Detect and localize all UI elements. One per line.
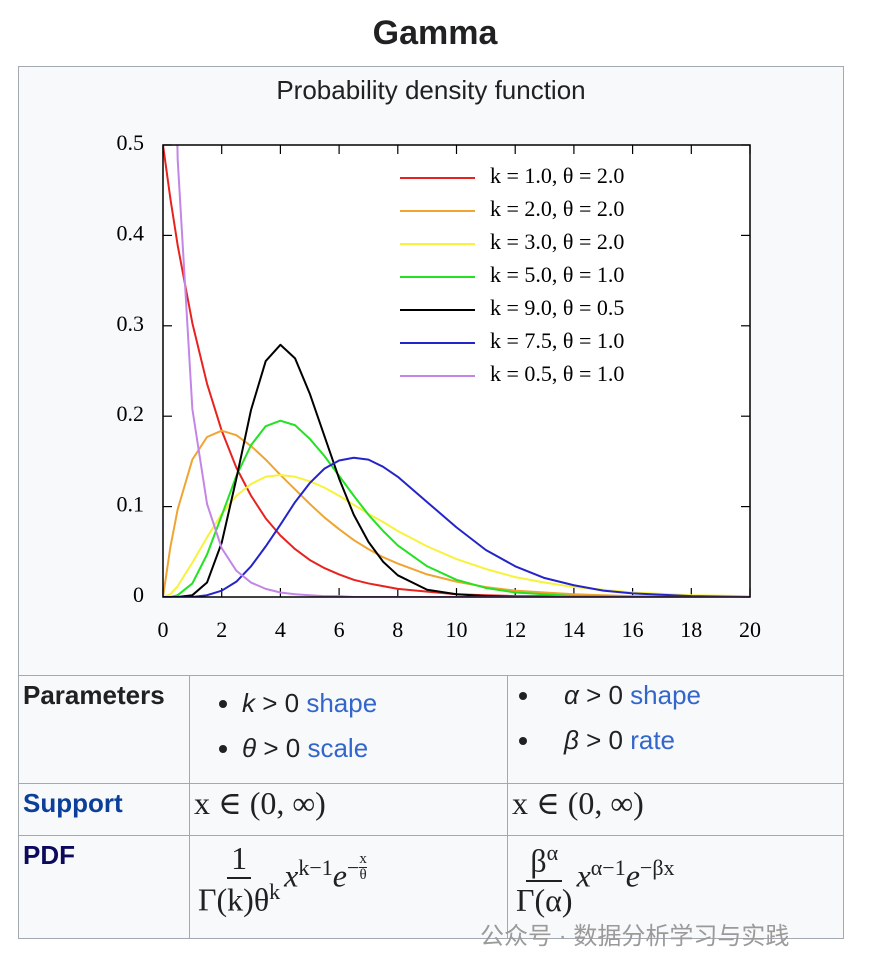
cell: k > 0 shape θ > 0 scale	[189, 675, 508, 784]
var: e	[332, 857, 347, 894]
cell: x ∈ (0, ∞)	[507, 783, 844, 836]
row: PDF 1 Γ(k)θk xk−1e− x θ βα Γ(α) xα−1e−βx	[18, 835, 844, 939]
var: k	[242, 688, 255, 718]
var: β	[564, 725, 579, 755]
var: α	[564, 680, 579, 710]
cell: α > 0 shape β > 0 rate	[507, 675, 844, 784]
rel: > 0	[263, 733, 301, 763]
var: x	[284, 857, 299, 894]
series-line	[176, 145, 750, 597]
denominator: Γ(k)θk	[194, 879, 284, 919]
legend-label: k = 5.0, θ = 1.0	[490, 262, 624, 287]
numerator: βα	[526, 840, 563, 882]
link[interactable]: shape	[630, 680, 702, 710]
text: β	[530, 842, 547, 879]
series-line	[163, 429, 750, 597]
denominator: Γ(α)	[516, 881, 573, 918]
x-tick-label: 4	[275, 617, 286, 642]
rel: > 0	[586, 680, 623, 710]
watermark: 公众号 · 数据分析学习与实践	[480, 923, 790, 950]
row: Parameters k > 0 shape θ > 0 scale α > 0…	[18, 675, 844, 784]
sup: α	[546, 840, 559, 865]
chart: Probability density function 0 2 4 6 8 10 12 14…	[117, 75, 762, 642]
sup: α−1	[590, 855, 626, 881]
sup: k	[269, 879, 281, 904]
legend-label: k = 0.5, θ = 1.0	[490, 361, 624, 386]
x-tick-label: 18	[680, 617, 702, 642]
row-header: PDF	[18, 835, 190, 939]
series-line	[163, 456, 750, 597]
row: Support x ∈ (0, ∞) x ∈ (0, ∞)	[18, 783, 844, 836]
x-tick-label: 20	[739, 617, 761, 642]
legend-label: k = 1.0, θ = 2.0	[490, 163, 624, 188]
y-tick-label: 0.4	[117, 220, 145, 245]
legend-label: k = 2.0, θ = 2.0	[490, 196, 624, 221]
y-tick-label: 0.1	[117, 492, 145, 517]
rel: > 0	[262, 688, 300, 718]
text: Γ(k)θ	[198, 881, 270, 918]
link[interactable]: PDF	[23, 840, 75, 870]
var: x	[576, 857, 591, 894]
y-tick-label: 0	[133, 582, 144, 607]
infobox-table: Parameters k > 0 shape θ > 0 scale α > 0…	[18, 675, 844, 939]
item: k > 0 shape	[242, 688, 503, 719]
item: β > 0 rate	[542, 725, 839, 756]
x-tick-label: 14	[563, 617, 585, 642]
var: θ	[242, 733, 257, 763]
x-tick-label: 2	[216, 617, 227, 642]
legend-label: k = 7.5, θ = 1.0	[490, 328, 624, 353]
link[interactable]: scale	[307, 733, 369, 763]
row-header: Support	[18, 783, 190, 836]
sup: −βx	[639, 855, 675, 881]
item: θ > 0 scale	[242, 733, 503, 764]
sign: −	[346, 855, 360, 881]
series-line	[163, 343, 750, 597]
numerator: 1	[227, 840, 252, 879]
y-tick-label: 0.5	[117, 130, 145, 155]
x-tick-label: 8	[392, 617, 403, 642]
plot-frame	[162, 144, 751, 598]
cell: 1 Γ(k)θk xk−1e− x θ	[189, 835, 508, 939]
link[interactable]: shape	[306, 688, 378, 718]
cell: βα Γ(α) xα−1e−βx	[507, 835, 844, 939]
x-tick-label: 6	[334, 617, 345, 642]
list: α > 0 shape β > 0 rate	[512, 680, 839, 756]
fraction: 1 Γ(k)θk	[194, 840, 284, 919]
denominator: θ	[359, 867, 367, 884]
chart-title: Probability density function	[276, 75, 585, 105]
legend-label: k = 9.0, θ = 0.5	[490, 295, 624, 320]
numerator: x	[359, 851, 367, 869]
x-tick-label: 16	[622, 617, 644, 642]
y-tick-label: 0.3	[117, 311, 145, 336]
x-tick-label: 10	[446, 617, 468, 642]
x-tick-label: 12	[504, 617, 526, 642]
rel: > 0	[586, 725, 623, 755]
y-tick-label: 0.2	[117, 401, 145, 426]
sup: k−1	[298, 855, 333, 881]
item: α > 0 shape	[542, 680, 839, 711]
var: e	[625, 857, 640, 894]
sup: − x θ	[346, 852, 367, 883]
plot-area	[163, 145, 750, 597]
legend-label: k = 3.0, θ = 2.0	[490, 229, 624, 254]
cell: x ∈ (0, ∞)	[189, 783, 508, 836]
infobox-title: Gamma	[372, 14, 498, 52]
series-line	[163, 419, 750, 597]
list: k > 0 shape θ > 0 scale	[194, 688, 503, 764]
link[interactable]: Support	[23, 788, 123, 818]
fraction: βα Γ(α)	[512, 840, 577, 919]
link[interactable]: rate	[630, 725, 676, 755]
row-header: Parameters	[18, 675, 190, 784]
x-tick-label: 0	[158, 617, 169, 642]
